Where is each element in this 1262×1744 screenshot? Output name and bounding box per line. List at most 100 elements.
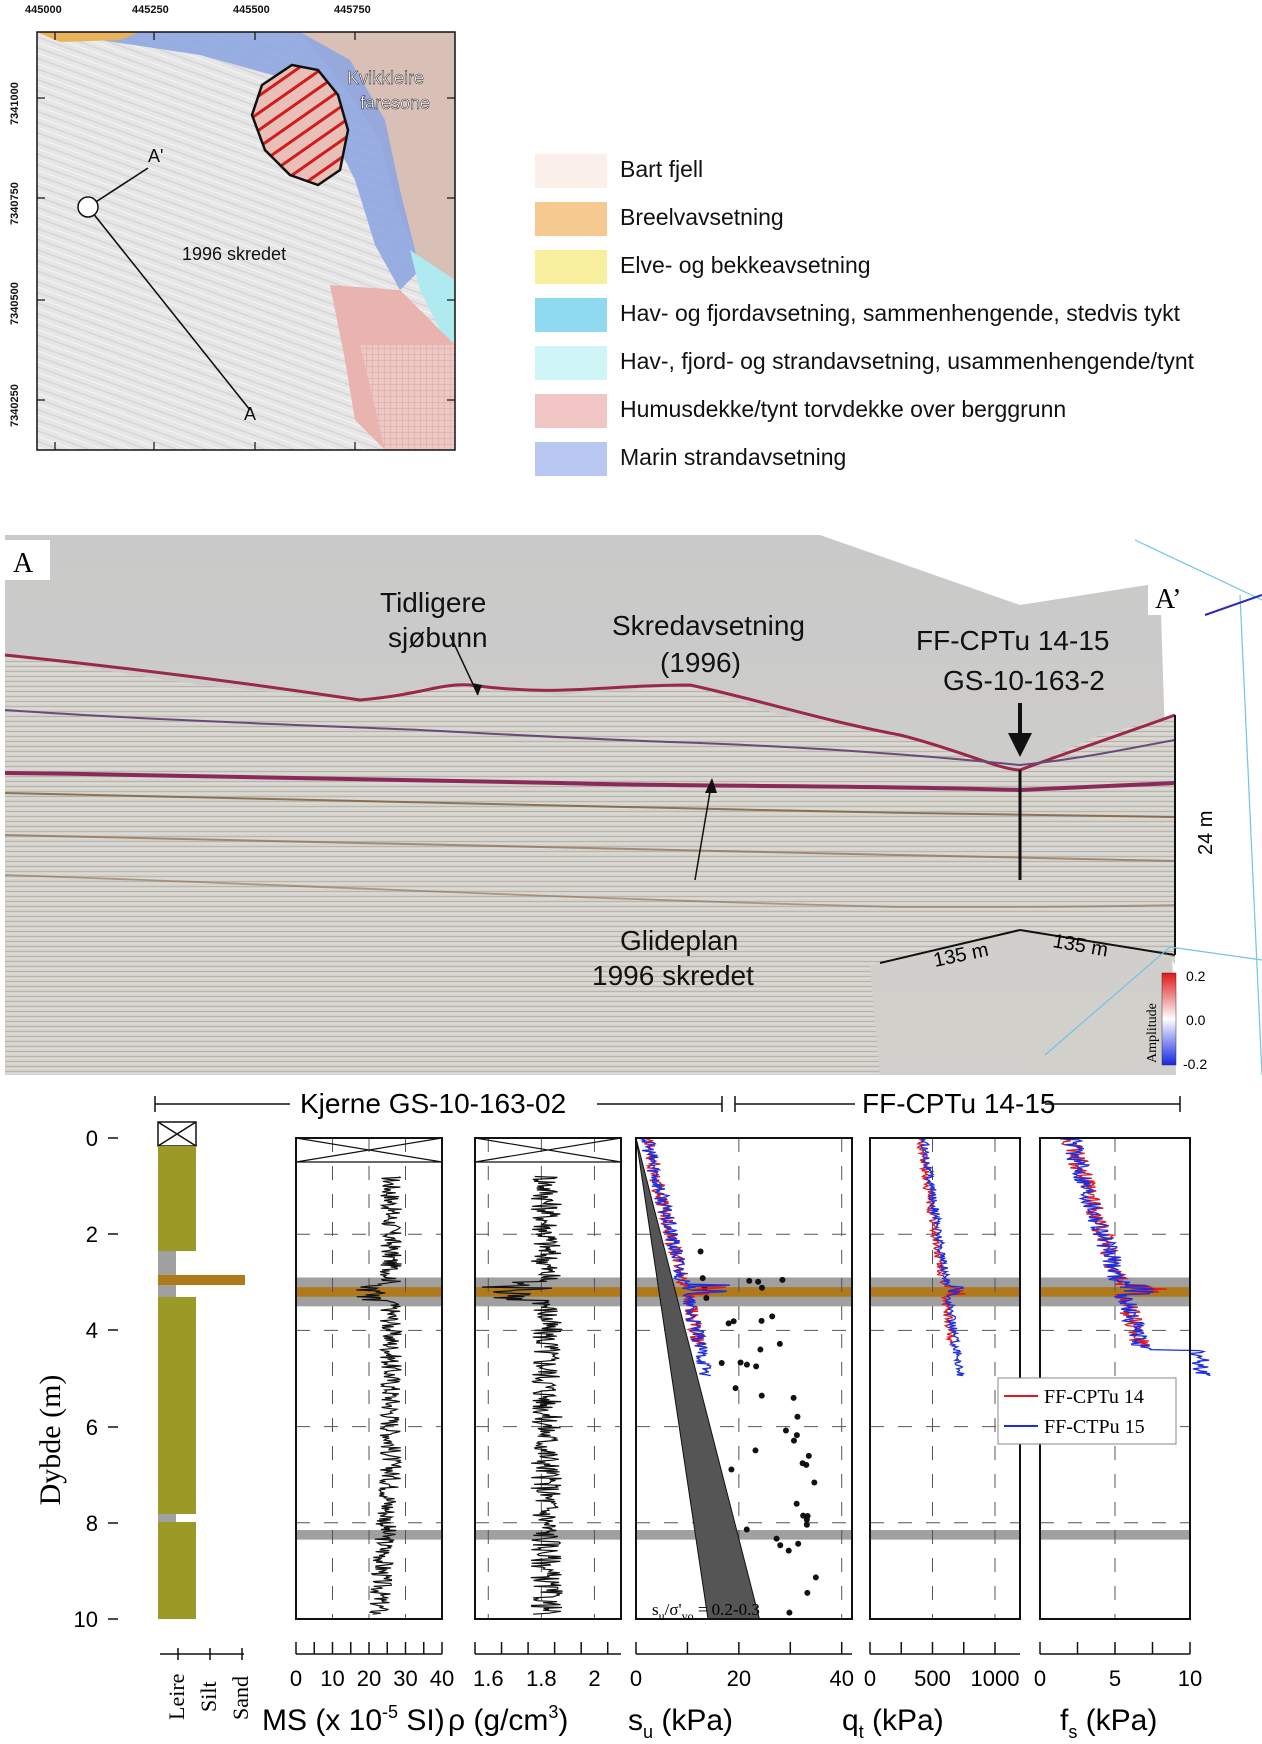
cptu14-curve (916, 1138, 966, 1346)
legend-label: Marin strandavsetning (620, 444, 847, 470)
x-tick-label: 20 (727, 1666, 751, 1691)
clay-unit (158, 1522, 196, 1619)
x-tick-label: 30 (393, 1666, 417, 1691)
cptu14-curve (1060, 1137, 1167, 1346)
density-axis-title: ρ (g/cm3) (448, 1702, 568, 1737)
map-y-tick: 7340500 (9, 282, 21, 325)
lithology-column: Leire Silt Sand (157, 1121, 253, 1720)
map-legend: Bart fjell Breelvavsetning Elve- og bekk… (535, 148, 1250, 484)
sand-band (870, 1287, 1020, 1297)
vane-test-point (782, 1427, 789, 1434)
legend-label: Elve- og bekkeavsetning (620, 252, 871, 278)
map-x-tick: 445000 (25, 4, 62, 16)
legend-swatch (535, 346, 607, 380)
vane-test-point (718, 1360, 725, 1367)
x-tick-label: 10 (320, 1666, 344, 1691)
reflector-2 (4, 709, 1176, 767)
vane-test-point (773, 1535, 780, 1542)
reflector-4 (4, 792, 1176, 818)
vane-test-point (728, 1466, 735, 1473)
legend-label: Humusdekke/tynt torvdekke over berggrunn (620, 396, 1067, 422)
amplitude-tick: -0.2 (1183, 1056, 1207, 1072)
vane-test-point (746, 1277, 753, 1284)
reflector-5 (4, 834, 1176, 862)
glide-plane-reflector (4, 771, 1176, 793)
legend-swatch (535, 442, 607, 476)
x-tick-label: 500 (914, 1666, 951, 1691)
core-label: GS-10-163-2 (943, 665, 1105, 696)
slide-deposit-label-2: (1996) (660, 647, 741, 678)
vane-test-point (743, 1526, 750, 1533)
vane-test-point (790, 1394, 797, 1401)
map-y-tick: 7340750 (9, 182, 21, 225)
legend-swatch (535, 394, 607, 428)
x-tick-label: 10 (1178, 1666, 1202, 1691)
old-seabed-arrowhead (472, 683, 482, 695)
vane-test-point (758, 1284, 765, 1291)
map-figure: 445000 445250 445500 445750 7341000 7340… (0, 0, 480, 455)
vane-test-point (799, 1460, 806, 1467)
vane-test-point (800, 1512, 807, 1519)
lith-label-sand: Sand (228, 1676, 253, 1720)
fjord-deposit-strip (410, 250, 455, 345)
legend-label: Bart fjell (620, 156, 704, 182)
qt-axis-title: qt (kPa) (842, 1704, 944, 1739)
vane-test-point (725, 1320, 732, 1327)
legend-swatch (535, 298, 607, 332)
missing-core-cross (157, 1121, 197, 1147)
vane-test-point (804, 1589, 811, 1596)
map-frame (36, 31, 456, 451)
core-header: Kjerne GS-10-163-02 (300, 1088, 566, 1119)
x-tick-label: 5 (1109, 1666, 1121, 1691)
reflector-6 (4, 874, 1176, 908)
vane-test-point (811, 1479, 818, 1486)
su-ratio-label: su/σ'vo = 0.2-0.3 (652, 1600, 760, 1623)
missing-data-cross (295, 1137, 443, 1163)
legend-item: Hav-, fjord- og strandavsetning, usammen… (535, 340, 1250, 388)
x-tick-label: 0 (630, 1666, 642, 1691)
cptu15-curve (639, 1137, 730, 1377)
profile-line-a-prime (87, 167, 149, 208)
lith-label-clay: Leire (164, 1674, 189, 1720)
panel-frame (295, 1137, 443, 1620)
depth-tick: 10 (74, 1607, 98, 1632)
vane-test-point (785, 1547, 792, 1554)
vane-test-point (730, 1318, 737, 1325)
section-start-box (5, 540, 50, 580)
legend-item: Marin strandavsetning (535, 436, 1250, 484)
vane-test-point (755, 1278, 762, 1285)
vane-test-point (777, 1542, 784, 1549)
x-tick-label: 2 (588, 1666, 600, 1691)
map-x-tick: 445250 (132, 4, 169, 16)
vane-test-point (758, 1392, 765, 1399)
vane-test-point (803, 1521, 810, 1528)
cptu15-curve (919, 1137, 965, 1377)
glaciofluvial-strip (37, 32, 140, 42)
vane-test-point (776, 1340, 783, 1347)
vane-test-point (737, 1359, 744, 1366)
clay-unit (158, 1146, 196, 1251)
panel-frame (635, 1137, 853, 1620)
seabed-reflector (4, 653, 1176, 772)
vane-test-point (812, 1574, 819, 1581)
seismic-figure: A A’ Tidligere sjøbunn Skredavsetning (1… (0, 535, 1262, 1195)
x-tick-label: 1.6 (473, 1666, 504, 1691)
old-seabed-label-2: sjøbunn (388, 622, 488, 653)
log-figure: Kjerne GS-10-163-02 FF-CPTu 14-15 Dybde … (0, 1080, 1262, 1742)
vane-test-point (769, 1313, 776, 1320)
cpt-legend: FF-CPTu 14 FF-CTPu 15 (997, 1377, 1177, 1445)
su-ratio-wedge (635, 1137, 761, 1620)
glide-plane-arrow (694, 779, 713, 881)
x-tick-label: 0 (1034, 1666, 1046, 1691)
seismic-data-region (5, 655, 1175, 1075)
core-site-marker (77, 196, 99, 218)
legend-item: Humusdekke/tynt torvdekke over berggrunn (535, 388, 1250, 436)
legend-label-cptu15: FF-CTPu 15 (1044, 1416, 1145, 1438)
section-label-a: A (13, 548, 34, 579)
x-tick-label: 0 (290, 1666, 302, 1691)
glide-plane-label-1: Glideplan (620, 925, 738, 956)
map-y-tick: 7340250 (9, 384, 21, 427)
map-y-tick: 7341000 (9, 82, 21, 125)
silt-unit (158, 1251, 176, 1275)
legend-label: Hav-, fjord- og strandavsetning, usammen… (620, 348, 1195, 374)
